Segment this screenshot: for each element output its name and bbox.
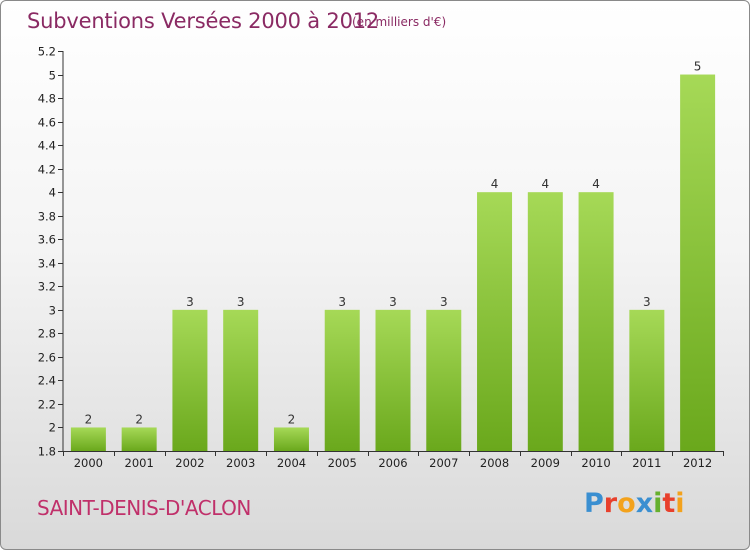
bar-value-label: 3 bbox=[440, 295, 448, 309]
y-tick-label: 4.8 bbox=[38, 92, 56, 106]
x-tick-label: 2003 bbox=[226, 456, 255, 470]
y-tick-label: 3 bbox=[49, 304, 56, 318]
x-tick-label: 2011 bbox=[632, 456, 661, 470]
x-tick-label: 2004 bbox=[277, 456, 306, 470]
y-tick-label: 1.8 bbox=[38, 445, 56, 459]
y-tick-label: 2.2 bbox=[38, 398, 56, 412]
bar-2011 bbox=[629, 309, 665, 451]
x-tick-label: 2000 bbox=[74, 456, 103, 470]
y-tick-label: 4.6 bbox=[38, 116, 56, 130]
x-tick-label: 2002 bbox=[175, 456, 204, 470]
bar-2006 bbox=[375, 309, 411, 451]
y-tick-label: 2.6 bbox=[38, 351, 56, 365]
bar-value-label: 4 bbox=[491, 177, 499, 191]
bar-2012 bbox=[680, 74, 716, 451]
y-tick-label: 2 bbox=[49, 421, 56, 435]
bar-2010 bbox=[578, 192, 614, 452]
bar-value-label: 5 bbox=[694, 60, 702, 74]
bar-2005 bbox=[324, 309, 360, 451]
x-tick-label: 2009 bbox=[531, 456, 560, 470]
x-tick-label: 2006 bbox=[378, 456, 407, 470]
x-tick-label: 2001 bbox=[125, 456, 154, 470]
x-tick-label: 2007 bbox=[429, 456, 458, 470]
logo-letter: r bbox=[603, 488, 618, 519]
logo-letter: o bbox=[617, 488, 636, 519]
y-tick-label: 3.2 bbox=[38, 280, 56, 294]
y-tick-label: 2.8 bbox=[38, 327, 56, 341]
y-tick-label: 3.6 bbox=[38, 233, 56, 247]
commune-name: SAINT-DENIS-D'ACLON bbox=[37, 496, 251, 520]
bar-value-label: 3 bbox=[389, 295, 397, 309]
logo-letter: i bbox=[653, 488, 663, 519]
y-tick-label: 4.4 bbox=[38, 139, 56, 153]
y-tick-label: 2.4 bbox=[38, 374, 56, 388]
y-tick-label: 3.4 bbox=[38, 257, 56, 271]
y-axis: 1.8 2 2.2 2.4 2.6 2.8 3 3.2 3.4 3.6 3.8 4 4.2 4.4 4.6 4… bbox=[38, 45, 64, 459]
y-tick-label: 4.2 bbox=[38, 163, 56, 177]
logo-letter: t bbox=[662, 488, 676, 519]
bar-value-label: 2 bbox=[85, 412, 93, 426]
bar-value-label: 3 bbox=[338, 295, 346, 309]
logo-letter: x bbox=[635, 488, 654, 519]
logo-letter: i bbox=[675, 488, 685, 519]
chart-title: Subventions Versées 2000 à 2012 bbox=[27, 9, 380, 33]
y-tick-label: 3.8 bbox=[38, 210, 56, 224]
bar-2008 bbox=[477, 192, 513, 452]
x-tick-label: 2005 bbox=[328, 456, 357, 470]
bar-2000 bbox=[70, 427, 106, 451]
x-tick-label: 2010 bbox=[581, 456, 610, 470]
y-tick-label: 5.2 bbox=[38, 45, 56, 59]
bar-2009 bbox=[527, 192, 563, 452]
bar-value-label: 3 bbox=[237, 295, 245, 309]
y-tick-label: 5 bbox=[49, 69, 56, 83]
bar-2004 bbox=[273, 427, 309, 451]
y-tick-label: 4 bbox=[49, 186, 56, 200]
logo-letter: P bbox=[584, 488, 604, 519]
bar-2007 bbox=[426, 309, 462, 451]
bar-2002 bbox=[172, 309, 208, 451]
bar-value-label: 2 bbox=[288, 412, 296, 426]
bar-value-label: 3 bbox=[186, 295, 194, 309]
bar-value-label: 2 bbox=[135, 412, 143, 426]
bar-2003 bbox=[223, 309, 259, 451]
bar-value-label: 3 bbox=[643, 295, 651, 309]
chart-subtitle: (en milliers d'€) bbox=[352, 15, 447, 29]
bars: 2 2 3 3 2 3 3 3 4 4 4 3 5 bbox=[70, 60, 716, 452]
x-tick-label: 2012 bbox=[683, 456, 712, 470]
bar-value-label: 4 bbox=[541, 177, 549, 191]
proxiti-logo[interactable]: Proxiti bbox=[584, 488, 685, 519]
x-axis: 2000 2001 2002 2003 2004 2005 2006 2007 2008 2009… bbox=[63, 451, 724, 470]
x-tick-label: 2008 bbox=[480, 456, 509, 470]
bar-2001 bbox=[121, 427, 157, 451]
bar-value-label: 4 bbox=[592, 177, 600, 191]
